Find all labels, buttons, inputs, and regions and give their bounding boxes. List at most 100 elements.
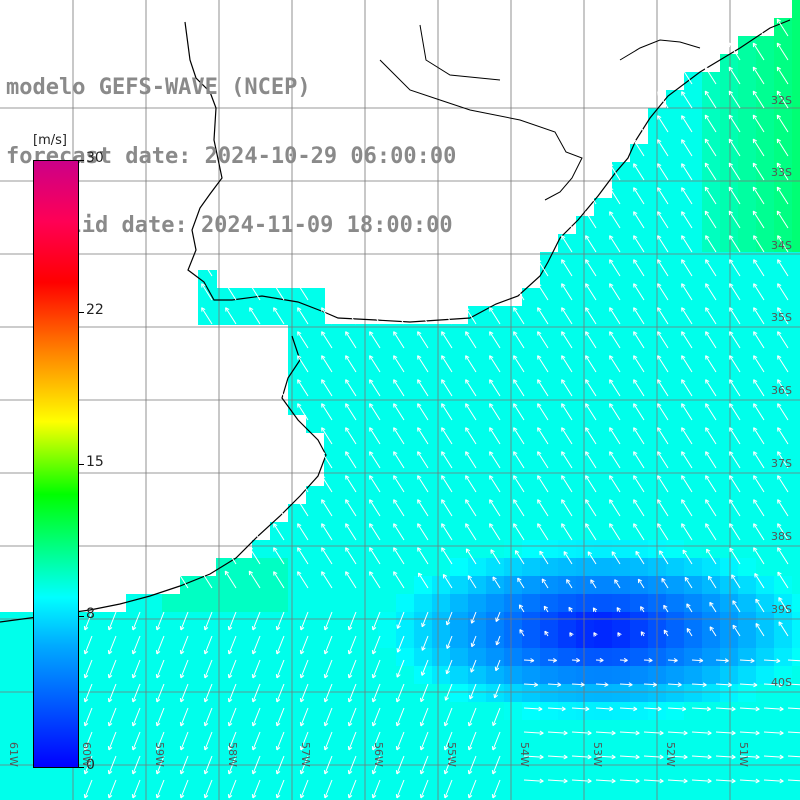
wind-speed-cell [540,702,559,721]
wind-speed-cell [630,324,649,343]
wind-speed-cell [450,342,469,361]
wind-speed-cell [774,54,793,73]
wind-arrow [561,427,573,445]
wind-speed-cell [252,684,271,703]
wind-speed-cell [666,720,685,739]
wind-arrow [776,162,789,181]
wind-arrow [595,730,616,736]
wind-speed-cell [342,486,361,505]
wind-speed-cell [558,288,577,307]
wind-speed-cell [720,90,739,109]
wind-arrow [739,778,760,784]
wind-speed-cell [774,288,793,307]
wind-speed-cell [666,180,685,199]
wind-speed-cell [612,342,631,361]
wind-speed-cell [288,558,307,577]
wind-speed-cell [558,774,577,793]
wind-speed-cell [18,774,37,793]
wind-speed-cell [414,702,433,721]
wind-speed-cell [684,306,703,325]
wind-speed-cell [342,432,361,451]
wind-speed-cell [306,414,325,433]
wind-speed-cell [468,756,487,775]
wind-speed-cell [396,774,415,793]
wind-arrow [686,603,693,613]
wind-arrow [585,283,597,301]
wind-arrow [704,210,717,229]
wind-speed-cell [720,774,739,793]
wind-speed-cell [702,720,721,739]
wind-arrow [523,706,543,712]
wind-speed-cell [108,774,127,793]
wind-arrow [729,355,741,373]
wind-speed-cell [324,756,343,775]
wind-speed-cell [738,342,757,361]
wind-speed-cell [792,648,800,667]
wind-speed-cell [594,504,613,523]
wind-arrow [739,754,760,760]
wind-speed-cell [774,558,793,577]
wind-speed-cell [702,252,721,271]
wind-arrow [321,427,333,445]
wind-arrow [369,475,381,493]
wind-speed-cell [144,666,163,685]
wind-arrow [585,451,597,469]
wind-arrow [537,499,549,517]
wind-arrow [249,283,261,301]
wind-speed-cell [720,504,739,523]
wind-speed-cell [162,774,181,793]
wind-speed-cell [234,288,253,307]
wind-arrow [393,499,405,517]
wind-arrow [419,755,429,775]
wind-arrow [777,331,789,349]
wind-speed-cell [396,738,415,757]
wind-arrow [393,427,405,445]
wind-speed-cell [234,558,253,577]
wind-arrow [777,355,789,373]
wind-arrow [275,635,285,655]
wind-speed-cell [720,144,739,163]
wind-speed-cell [774,90,793,109]
wind-speed-cell [162,666,181,685]
wind-arrow [585,235,597,253]
wind-arrow [753,499,765,517]
wind-arrow [619,778,640,784]
wind-speed-cell [396,666,415,685]
wind-arrow [467,731,477,751]
wind-speed-cell [666,756,685,775]
wind-speed-cell [666,144,685,163]
wind-arrow [371,731,381,751]
wind-speed-cell [558,270,577,289]
wind-arrow [491,731,501,751]
wind-speed-cell [72,792,91,800]
wind-speed-cell [468,450,487,469]
wind-speed-cell [0,612,19,631]
wind-speed-cell [756,72,775,91]
wind-arrow [571,706,590,712]
wind-arrow [704,114,717,133]
wind-speed-cell [648,306,667,325]
wind-arrow [571,682,585,687]
wind-speed-cell [342,558,361,577]
wind-speed-cell [306,702,325,721]
wind-speed-cell [756,540,775,559]
wind-arrow [203,707,213,727]
wind-arrow [441,523,453,541]
colorbar-tick: 15 [86,454,104,470]
wind-speed-cell [522,594,541,613]
wind-speed-cell [702,558,721,577]
wind-speed-cell [270,594,289,613]
wind-arrow [470,635,477,648]
wind-arrow [83,683,93,703]
wind-arrow [681,475,693,493]
wind-arrow [179,659,189,679]
wind-arrow [275,779,285,799]
wind-arrow [443,731,453,751]
wind-speed-cell [450,648,469,667]
wind-speed-cell [774,252,793,271]
lat-label: 39S [771,603,792,616]
wind-speed-cell [774,720,793,739]
wind-speed-cell [720,756,739,775]
wind-speed-cell [576,558,595,577]
wind-speed-cell [756,720,775,739]
